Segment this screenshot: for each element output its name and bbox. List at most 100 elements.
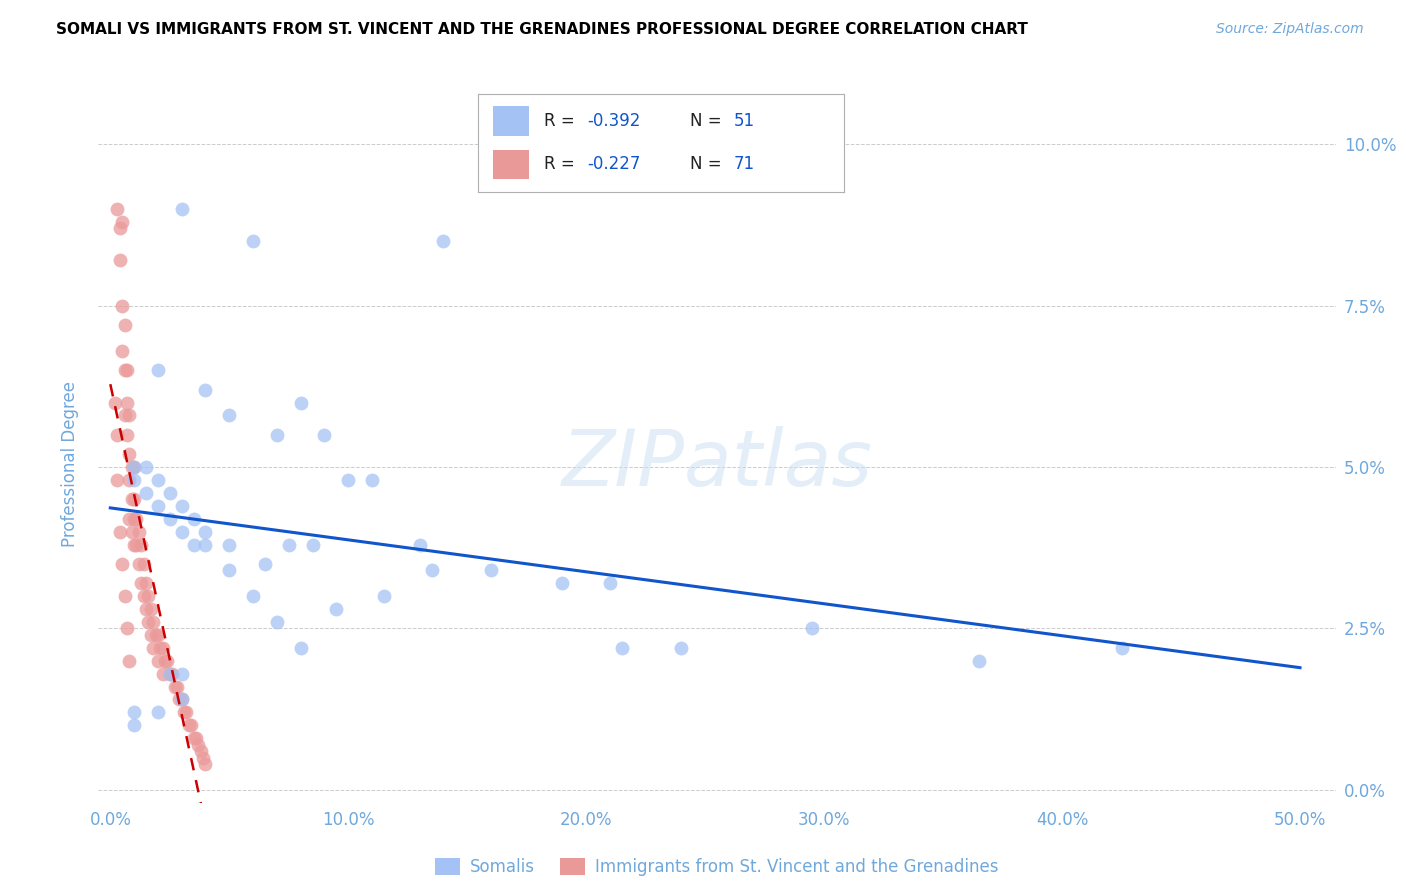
Point <box>173 706 195 720</box>
Point <box>159 486 181 500</box>
Text: 51: 51 <box>734 112 755 130</box>
Text: N =: N = <box>690 112 727 130</box>
Point <box>121 460 143 475</box>
Point <box>135 576 157 591</box>
Point <box>107 427 129 442</box>
Point <box>170 666 193 681</box>
Point <box>420 563 443 577</box>
Point <box>610 640 633 655</box>
Point <box>183 731 205 746</box>
Point <box>170 692 193 706</box>
Point <box>122 460 145 475</box>
Point <box>159 512 181 526</box>
Point <box>107 473 129 487</box>
Legend: Somalis, Immigrants from St. Vincent and the Grenadines: Somalis, Immigrants from St. Vincent and… <box>429 851 1005 882</box>
Point <box>121 524 143 539</box>
Point <box>1111 640 1133 655</box>
Point <box>170 692 193 706</box>
Point <box>146 499 169 513</box>
Point <box>169 692 191 706</box>
Point <box>142 615 165 629</box>
Point <box>290 395 312 409</box>
Point <box>218 563 240 577</box>
Point <box>160 666 183 681</box>
Point <box>176 706 198 720</box>
Point <box>118 512 141 526</box>
Point <box>337 473 360 487</box>
Point <box>146 473 169 487</box>
Point <box>159 666 181 681</box>
Point <box>163 680 186 694</box>
Point <box>408 537 430 551</box>
Point <box>128 557 150 571</box>
Point <box>314 427 336 442</box>
Text: R =: R = <box>544 155 579 173</box>
Point <box>114 409 136 423</box>
Point <box>132 589 155 603</box>
Text: R =: R = <box>544 112 579 130</box>
FancyBboxPatch shape <box>492 106 529 136</box>
Text: -0.227: -0.227 <box>588 155 641 173</box>
Point <box>114 363 136 377</box>
Point <box>138 615 160 629</box>
Point <box>242 234 264 248</box>
Point <box>139 602 162 616</box>
Point <box>290 640 312 655</box>
Point <box>122 473 145 487</box>
Point <box>142 640 165 655</box>
Point <box>138 589 160 603</box>
Point <box>156 654 179 668</box>
Point <box>122 512 145 526</box>
Point <box>242 589 264 603</box>
Point <box>194 537 217 551</box>
FancyBboxPatch shape <box>492 150 529 179</box>
Point <box>122 718 145 732</box>
Point <box>166 680 188 694</box>
Point <box>432 234 454 248</box>
Point <box>671 640 693 655</box>
Point <box>801 622 824 636</box>
Point <box>135 486 157 500</box>
Point <box>128 524 150 539</box>
Point <box>599 576 621 591</box>
Text: ZIPatlas: ZIPatlas <box>561 425 873 502</box>
Point <box>159 666 181 681</box>
Point <box>551 576 574 591</box>
Point <box>361 473 384 487</box>
Point <box>118 654 141 668</box>
Point <box>118 447 141 461</box>
Point <box>111 215 134 229</box>
Point <box>108 221 131 235</box>
Point <box>118 473 141 487</box>
Point <box>122 460 145 475</box>
Point <box>180 718 202 732</box>
Point <box>146 706 169 720</box>
Point <box>107 202 129 216</box>
Point <box>191 750 214 764</box>
Point <box>114 318 136 332</box>
Point <box>170 524 193 539</box>
Point <box>152 666 174 681</box>
Text: -0.392: -0.392 <box>588 112 641 130</box>
Point <box>115 427 138 442</box>
Point <box>170 499 193 513</box>
Text: SOMALI VS IMMIGRANTS FROM ST. VINCENT AND THE GRENADINES PROFESSIONAL DEGREE COR: SOMALI VS IMMIGRANTS FROM ST. VINCENT AN… <box>56 22 1028 37</box>
Point <box>153 654 176 668</box>
Point <box>146 363 169 377</box>
Point <box>152 640 174 655</box>
Point <box>115 622 138 636</box>
Point <box>194 757 217 772</box>
Point <box>135 460 157 475</box>
Point <box>146 628 169 642</box>
Point <box>145 628 167 642</box>
Point <box>218 537 240 551</box>
Point <box>132 557 155 571</box>
Point <box>266 427 288 442</box>
Point <box>108 524 131 539</box>
Point <box>479 563 502 577</box>
Point <box>122 492 145 507</box>
Text: N =: N = <box>690 155 727 173</box>
Point <box>187 738 209 752</box>
Point <box>125 512 148 526</box>
Point <box>170 202 193 216</box>
